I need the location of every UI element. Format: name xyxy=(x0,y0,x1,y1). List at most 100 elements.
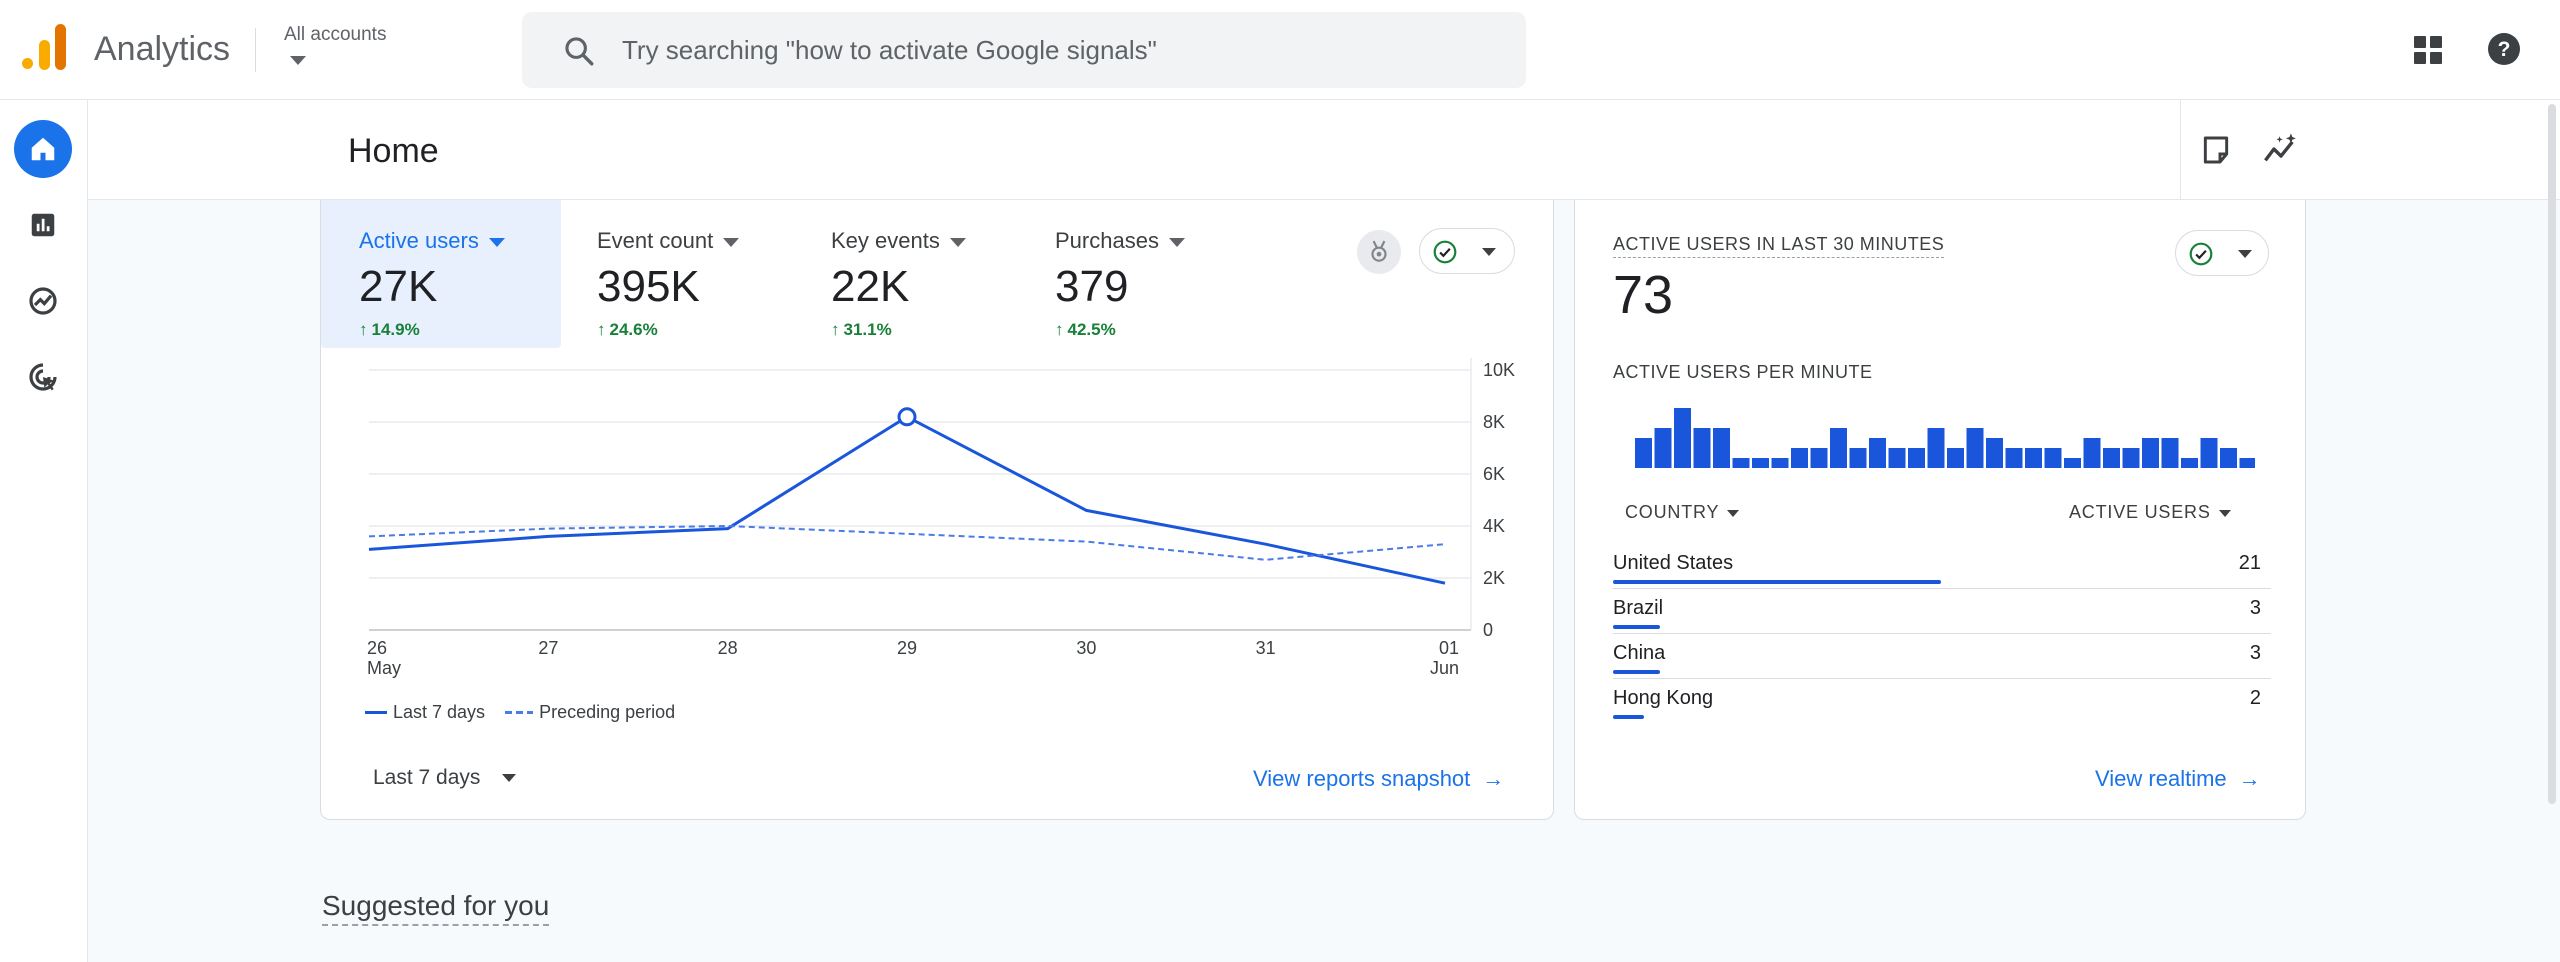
arrow-up-icon: ↑ xyxy=(831,320,840,339)
legend-swatch-dashed xyxy=(505,711,534,714)
active-users-column-header[interactable]: ACTIVE USERS xyxy=(2069,502,2231,523)
metric-tab-purchases[interactable]: Purchases 379 ↑ 42.5% xyxy=(1017,200,1237,348)
realtime-card: ACTIVE USERS IN LAST 30 MINUTES 73 ACTIV… xyxy=(1574,200,2306,820)
minute-bar[interactable] xyxy=(1927,428,1945,468)
home-icon xyxy=(31,137,55,161)
x-tick-label: May xyxy=(367,658,401,678)
chevron-down-icon xyxy=(2238,250,2252,258)
minute-bar[interactable] xyxy=(2220,448,2237,468)
minute-bar[interactable] xyxy=(1654,428,1672,468)
minute-bar[interactable] xyxy=(1635,438,1652,468)
chevron-down-icon xyxy=(488,237,505,247)
y-tick-label: 4K xyxy=(1483,516,1505,536)
help-icon[interactable]: ? xyxy=(2486,31,2522,67)
metric-value: 379 xyxy=(1055,262,1129,311)
minute-bar[interactable] xyxy=(2103,448,2120,468)
y-tick-label: 0 xyxy=(1483,620,1493,640)
minute-bar[interactable] xyxy=(1674,408,1691,468)
minute-bar[interactable] xyxy=(2025,448,2042,468)
minute-bar[interactable] xyxy=(1986,438,2003,468)
search-bar[interactable] xyxy=(522,12,1526,88)
nav-explore[interactable] xyxy=(14,272,72,330)
view-reports-snapshot-link[interactable]: View reports snapshot → xyxy=(1253,766,1504,792)
chevron-down-icon xyxy=(1482,248,1496,256)
view-realtime-link[interactable]: View realtime → xyxy=(2095,766,2261,792)
country-name: Hong Kong xyxy=(1613,687,1714,709)
minute-bar[interactable] xyxy=(1908,448,1925,468)
x-tick-label: 31 xyxy=(1256,638,1276,658)
minute-bar[interactable] xyxy=(2200,438,2218,468)
nav-reports[interactable] xyxy=(14,196,72,254)
minute-bar[interactable] xyxy=(2083,438,2101,468)
country-row[interactable]: China 3 xyxy=(1613,634,2271,679)
minute-bar[interactable] xyxy=(1966,428,1984,468)
country-name: United States xyxy=(1613,552,1734,574)
suggested-section-title[interactable]: Suggested for you xyxy=(322,890,550,926)
page-title: Home xyxy=(348,132,439,170)
data-quality-dropdown[interactable] xyxy=(1419,228,1515,274)
minute-bar[interactable] xyxy=(1752,458,1769,468)
country-share-bar xyxy=(1613,625,1660,629)
x-tick-label: 29 xyxy=(897,638,917,658)
minute-bar[interactable] xyxy=(1713,428,1730,468)
nav-advertising[interactable] xyxy=(14,348,72,406)
minute-bar[interactable] xyxy=(2239,458,2256,468)
minute-bar[interactable] xyxy=(2181,458,2198,468)
analytics-logo-icon[interactable] xyxy=(22,24,66,74)
apps-grid-icon[interactable] xyxy=(2412,34,2444,66)
y-tick-label: 2K xyxy=(1483,568,1505,588)
country-row[interactable]: Brazil 3 xyxy=(1613,589,2271,634)
account-selector-label[interactable]: All accounts xyxy=(284,24,387,45)
minute-bar[interactable] xyxy=(2142,438,2159,468)
metric-delta: 31.1% xyxy=(843,320,892,339)
country-value: 3 xyxy=(2249,597,2261,619)
minute-bar[interactable] xyxy=(1791,448,1808,468)
chevron-down-icon[interactable] xyxy=(290,56,306,65)
metric-tab-event-count[interactable]: Event count 395K ↑ 24.6% xyxy=(559,200,789,348)
realtime-title[interactable]: ACTIVE USERS IN LAST 30 MINUTES xyxy=(1613,234,1945,258)
award-icon xyxy=(1371,240,1387,262)
minute-bar[interactable] xyxy=(1732,458,1750,468)
benchmark-button[interactable] xyxy=(1357,230,1401,274)
minute-bar[interactable] xyxy=(1849,448,1867,468)
nav-home[interactable] xyxy=(14,120,72,178)
scrollbar[interactable] xyxy=(2548,104,2556,804)
minute-bar[interactable] xyxy=(1869,438,1886,468)
minute-bar[interactable] xyxy=(1888,448,1906,468)
series-line-1 xyxy=(368,524,1446,561)
minute-bar[interactable] xyxy=(2005,448,2023,468)
realtime-value: 73 xyxy=(1613,265,1674,325)
metric-tab-key-events[interactable]: Key events 22K ↑ 31.1% xyxy=(793,200,1013,348)
metric-tab-active-users[interactable]: Active users 27K ↑ 14.9% xyxy=(321,200,561,348)
country-row[interactable]: Hong Kong 2 xyxy=(1613,679,2271,724)
country-value: 2 xyxy=(2249,687,2261,709)
minute-bar[interactable] xyxy=(1830,428,1847,468)
search-input[interactable] xyxy=(622,30,1502,70)
country-name: China xyxy=(1613,642,1666,664)
metric-label: Purchases xyxy=(1055,228,1159,253)
realtime-quality-dropdown[interactable] xyxy=(2175,230,2269,276)
minute-bar[interactable] xyxy=(2064,458,2081,468)
country-column-header[interactable]: COUNTRY xyxy=(1625,502,1740,523)
minute-bar[interactable] xyxy=(2122,448,2140,468)
minute-bar[interactable] xyxy=(2161,438,2179,468)
metric-label: Key events xyxy=(831,228,940,253)
highlight-point[interactable] xyxy=(897,407,917,427)
note-icon[interactable] xyxy=(2200,134,2232,166)
top-bar: Analytics All accounts ? xyxy=(0,0,2560,100)
minute-bar[interactable] xyxy=(1693,428,1711,468)
metric-delta: 42.5% xyxy=(1067,320,1116,339)
insights-icon[interactable] xyxy=(2262,132,2300,166)
chevron-down-icon xyxy=(2218,509,2231,517)
date-range-dropdown[interactable]: Last 7 days xyxy=(373,766,517,790)
app-title[interactable]: Analytics xyxy=(94,30,231,68)
minute-bar[interactable] xyxy=(1947,448,1964,468)
target-cursor-icon xyxy=(29,363,57,391)
minute-bar[interactable] xyxy=(2044,448,2062,468)
bar-chart-icon xyxy=(31,213,55,237)
minute-bar[interactable] xyxy=(1810,448,1828,468)
country-row[interactable]: United States 21 xyxy=(1613,544,2271,589)
legend-item-last-7-days: Last 7 days xyxy=(393,702,486,722)
chevron-down-icon xyxy=(723,237,740,247)
minute-bar[interactable] xyxy=(1771,458,1789,468)
